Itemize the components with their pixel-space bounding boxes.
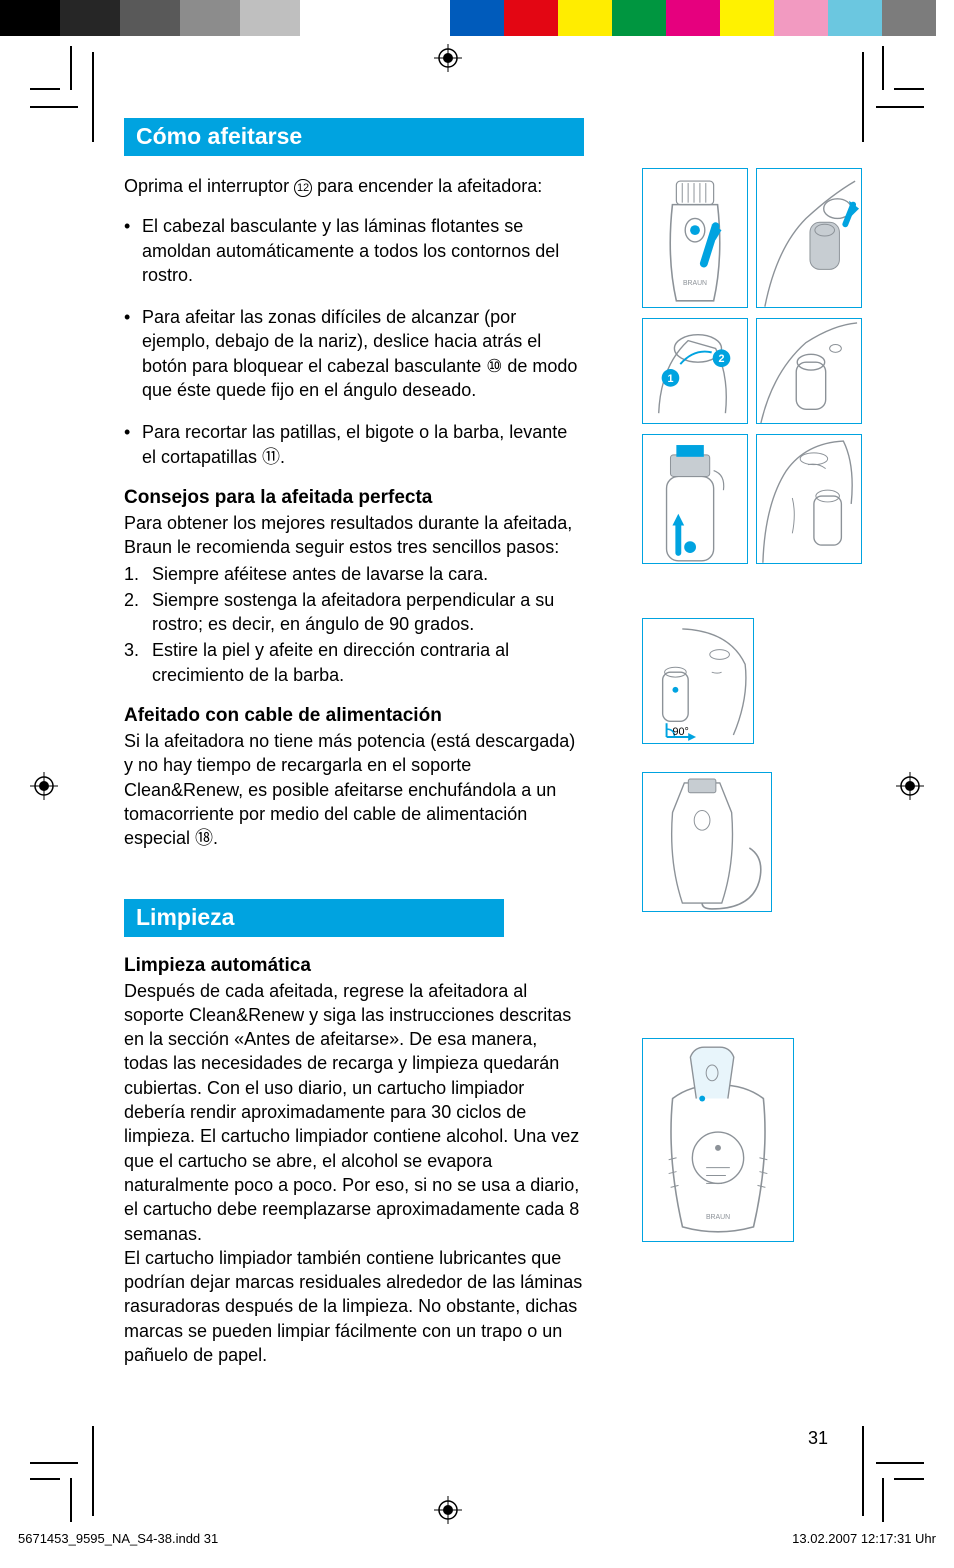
svg-text:2: 2: [718, 353, 724, 365]
registration-mark-right: [896, 772, 924, 800]
svg-text:BRAUN: BRAUN: [706, 1214, 730, 1221]
bullet-text: Para recortar las patillas, el bigote o …: [142, 420, 584, 469]
crop-mark: [92, 52, 94, 142]
list-item: 3.Estire la piel y afeite en dirección c…: [124, 638, 584, 687]
svg-text:1: 1: [667, 373, 673, 385]
crop-mark: [30, 1478, 60, 1480]
illus-shave-neck: [756, 168, 862, 308]
page-number: 31: [808, 1428, 828, 1449]
autoclean-paragraph-2: El cartucho limpiador también contiene l…: [124, 1246, 584, 1367]
crop-mark: [30, 1462, 78, 1464]
bullet-item: •El cabezal basculante y las láminas flo…: [124, 214, 584, 287]
list-number: 1.: [124, 562, 152, 586]
registration-mark-top: [434, 44, 462, 72]
illus-clean-renew: BRAUN: [642, 1038, 794, 1242]
svg-text:BRAUN: BRAUN: [683, 280, 707, 287]
illus-90-degree: 90°: [642, 618, 754, 744]
crop-mark: [862, 52, 864, 142]
crop-mark: [30, 106, 78, 108]
crop-mark: [876, 1462, 924, 1464]
illus-sideburns: [756, 434, 862, 564]
main-content: Cómo afeitarse Oprima el interruptor 12 …: [124, 118, 584, 1383]
list-item: 1.Siempre aféitese antes de lavarse la c…: [124, 562, 584, 586]
illus-head-lock-1: 1 2: [642, 318, 748, 424]
crop-mark: [894, 1478, 924, 1480]
bullet-text: Para afeitar las zonas difíciles de alca…: [142, 305, 584, 402]
crop-mark: [876, 106, 924, 108]
tips-intro: Para obtener los mejores resultados dura…: [124, 511, 584, 560]
illus-trimmer-raise: [642, 434, 748, 564]
list-number: 2.: [124, 588, 152, 637]
crop-mark: [70, 46, 72, 90]
cord-paragraph: Si la afeitadora no tiene más potencia (…: [124, 729, 584, 850]
footer-right: 13.02.2007 12:17:31 Uhr: [792, 1531, 936, 1546]
print-footer: 5671453_9595_NA_S4-38.indd 31 13.02.2007…: [18, 1531, 936, 1546]
crop-mark: [30, 88, 60, 90]
registration-mark-left: [30, 772, 58, 800]
bullet-item: •Para afeitar las zonas difíciles de alc…: [124, 305, 584, 402]
intro-paragraph: Oprima el interruptor 12 para encender l…: [124, 174, 584, 198]
ref-12-icon: 12: [294, 179, 312, 197]
list-text: Estire la piel y afeite en dirección con…: [152, 638, 584, 687]
angle-label: 90°: [672, 726, 688, 738]
illus-head-lock-2: [756, 318, 862, 424]
tips-subhead: Consejos para la afeitada perfecta: [124, 487, 584, 509]
cord-subhead: Afeitado con cable de alimentación: [124, 705, 584, 727]
illustrations-column: BRAUN 1 2: [642, 168, 862, 574]
crop-mark: [894, 88, 924, 90]
crop-mark: [862, 1426, 864, 1516]
illus-cord-shave: [642, 772, 772, 912]
autoclean-paragraph: Después de cada afeitada, regrese la afe…: [124, 979, 584, 1246]
autoclean-subhead: Limpieza automática: [124, 955, 584, 977]
illus-shaver-front: BRAUN: [642, 168, 748, 308]
bullet-dot-icon: •: [124, 214, 142, 287]
crop-mark: [92, 1426, 94, 1516]
footer-left: 5671453_9595_NA_S4-38.indd 31: [18, 1531, 218, 1546]
bullet-item: •Para recortar las patillas, el bigote o…: [124, 420, 584, 469]
bullet-text: El cabezal basculante y las láminas flot…: [142, 214, 584, 287]
crop-mark: [70, 1478, 72, 1522]
intro-text-a: Oprima el interruptor: [124, 176, 294, 196]
section-title-clean: Limpieza: [124, 899, 504, 937]
bullet-dot-icon: •: [124, 420, 142, 469]
tips-numbered-list: 1.Siempre aféitese antes de lavarse la c…: [124, 562, 584, 687]
crop-mark: [882, 1478, 884, 1522]
list-text: Siempre sostenga la afeitadora perpendic…: [152, 588, 584, 637]
bullet-list: •El cabezal basculante y las láminas flo…: [124, 214, 584, 469]
registration-mark-bottom: [434, 1496, 462, 1524]
print-colorbar: [0, 0, 936, 36]
list-number: 3.: [124, 638, 152, 687]
list-text: Siempre aféitese antes de lavarse la car…: [152, 562, 488, 586]
crop-mark: [882, 46, 884, 90]
section-title-shave: Cómo afeitarse: [124, 118, 584, 156]
list-item: 2.Siempre sostenga la afeitadora perpend…: [124, 588, 584, 637]
bullet-dot-icon: •: [124, 305, 142, 402]
intro-text-b: para encender la afeitadora:: [312, 176, 542, 196]
